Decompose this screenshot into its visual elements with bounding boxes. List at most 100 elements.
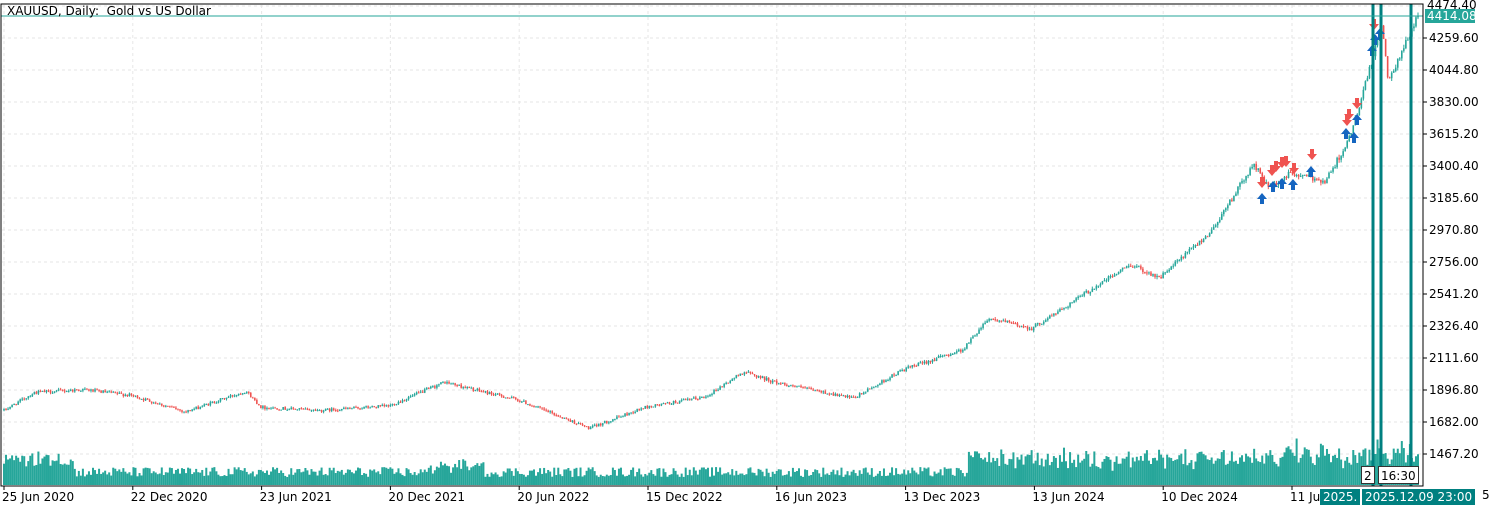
volume-bar — [213, 467, 216, 485]
candle-body — [1101, 281, 1104, 285]
volume-bar — [1105, 456, 1108, 485]
candle-body — [563, 417, 566, 419]
crosshair-box-a[interactable]: 2 — [1361, 466, 1375, 484]
candle-body — [442, 382, 444, 384]
volume-bar — [731, 469, 734, 485]
volume-bar — [45, 454, 48, 485]
volume-bar — [367, 476, 370, 485]
candle-body — [1342, 151, 1344, 157]
volume-bar — [688, 469, 691, 485]
volume-bar — [199, 472, 202, 485]
candle-body — [804, 387, 806, 389]
candle-body — [998, 320, 1001, 322]
candle-body — [994, 319, 997, 321]
sell-arrow-icon — [1344, 109, 1354, 120]
candle-body — [205, 404, 208, 406]
candle-body — [154, 402, 157, 404]
volume-bar — [992, 457, 995, 485]
candle-body — [1263, 176, 1266, 183]
volume-bar — [567, 467, 570, 485]
volume-bar — [967, 451, 970, 485]
candle-body — [217, 401, 220, 403]
volume-bar — [1135, 456, 1138, 485]
volume-bar — [346, 469, 349, 485]
candle-body — [1316, 178, 1318, 180]
volume-bar — [526, 475, 529, 485]
candle-body — [512, 397, 515, 399]
candle-body — [1178, 260, 1181, 262]
candle-body — [1390, 72, 1393, 79]
candle-body — [846, 395, 849, 398]
candle-body — [701, 397, 703, 399]
crosshair-box-b[interactable]: 16:30 — [1378, 466, 1419, 484]
volume-bar — [624, 476, 627, 485]
volume-bar — [899, 474, 902, 485]
candle-body — [893, 374, 895, 376]
candle-body — [213, 401, 216, 403]
candle-body — [866, 388, 869, 392]
candle-body — [589, 427, 592, 430]
candle-body — [1358, 107, 1361, 116]
vertical-markers[interactable] — [1371, 4, 1413, 486]
candle-body — [334, 409, 337, 411]
volume-bar — [1010, 459, 1013, 485]
volume-bar — [630, 469, 633, 485]
volume-bar — [901, 473, 904, 485]
candle-body — [970, 338, 972, 343]
candle-body — [779, 383, 782, 385]
candle-body — [612, 419, 614, 422]
candle-body — [964, 348, 966, 350]
volume-bar — [711, 467, 714, 485]
volume-bar — [243, 468, 246, 485]
volume-bar — [1006, 464, 1009, 485]
volume-bar — [102, 472, 105, 485]
candle-body — [1287, 171, 1290, 178]
volume-bar — [359, 468, 362, 485]
candle-body — [1051, 315, 1053, 317]
candle-body — [371, 406, 373, 408]
candle-body — [298, 408, 301, 410]
candle-body — [1083, 292, 1086, 296]
volume-bar — [1071, 462, 1074, 485]
candle-body — [1142, 268, 1144, 273]
candle-body — [1259, 168, 1262, 174]
volume-bar — [9, 458, 12, 485]
candle-body — [751, 373, 754, 375]
volume-bar — [785, 474, 788, 485]
candle-body — [638, 409, 640, 411]
candle-body — [1182, 256, 1185, 258]
candle-body — [1204, 236, 1207, 239]
candle-body — [1099, 284, 1102, 286]
candle-body — [593, 424, 596, 426]
volume-bar — [1000, 449, 1003, 485]
candle-body — [401, 400, 404, 403]
candle-body — [788, 386, 790, 388]
candle-body — [199, 407, 202, 410]
vertical-marker-line — [1379, 4, 1383, 486]
volume-bar — [174, 469, 177, 485]
candle-body — [666, 402, 669, 404]
volume-bar — [417, 473, 420, 485]
volume-bar — [209, 471, 212, 485]
volume-bar — [1234, 460, 1237, 485]
candle-body — [304, 408, 307, 410]
volume-bar — [108, 472, 111, 485]
volume-bar — [195, 468, 198, 485]
candle-body — [165, 405, 167, 407]
candle-body — [1245, 176, 1247, 181]
volume-bar — [263, 472, 266, 485]
volume-bar — [454, 463, 457, 485]
candle-body — [1223, 210, 1225, 215]
candle-body — [1218, 219, 1221, 223]
volume-bar — [553, 467, 556, 485]
candle-body — [1403, 48, 1405, 51]
volume-bar — [57, 453, 60, 485]
candle-body — [1350, 133, 1353, 136]
candle-body — [1075, 298, 1077, 301]
candle-body — [177, 409, 179, 411]
candle-body — [110, 391, 113, 393]
candle-body — [565, 417, 568, 419]
candle-body — [864, 391, 867, 393]
